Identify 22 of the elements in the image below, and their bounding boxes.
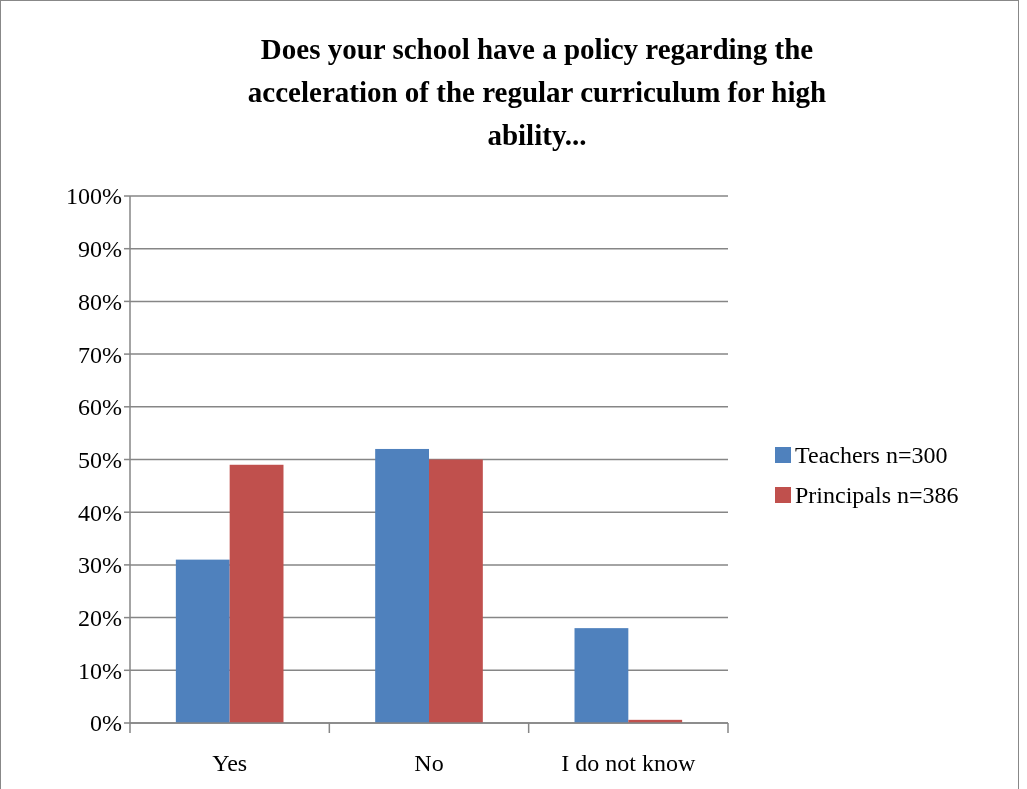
chart-title: Does your school have a policy regarding the acceleration of the regular curriculum for high ability... xyxy=(247,33,827,151)
legend-label: Teachers n=300 xyxy=(795,442,948,469)
bar xyxy=(175,559,230,723)
y-tick-label: 20% xyxy=(78,605,122,631)
bar xyxy=(375,448,429,723)
y-tick-label: 10% xyxy=(78,657,122,684)
y-tick-label: 60% xyxy=(78,394,122,421)
bar xyxy=(574,628,629,723)
y-tick-label: 50% xyxy=(78,446,122,473)
bar xyxy=(429,459,483,723)
x-tick-label: No xyxy=(414,750,444,776)
y-tick-label: 90% xyxy=(78,236,122,263)
x-tick-label: I do not know xyxy=(561,750,696,776)
y-tick-label: 100% xyxy=(66,183,122,210)
x-tick-label: Yes xyxy=(212,750,248,776)
bar xyxy=(229,464,284,723)
y-tick-label: 30% xyxy=(78,552,122,579)
y-tick-label: 40% xyxy=(78,499,122,526)
y-tick-label: 70% xyxy=(78,341,122,368)
legend-label: Principals n=386 xyxy=(795,482,959,509)
y-tick-label: 80% xyxy=(78,288,122,315)
y-tick-label: 0% xyxy=(90,710,122,737)
